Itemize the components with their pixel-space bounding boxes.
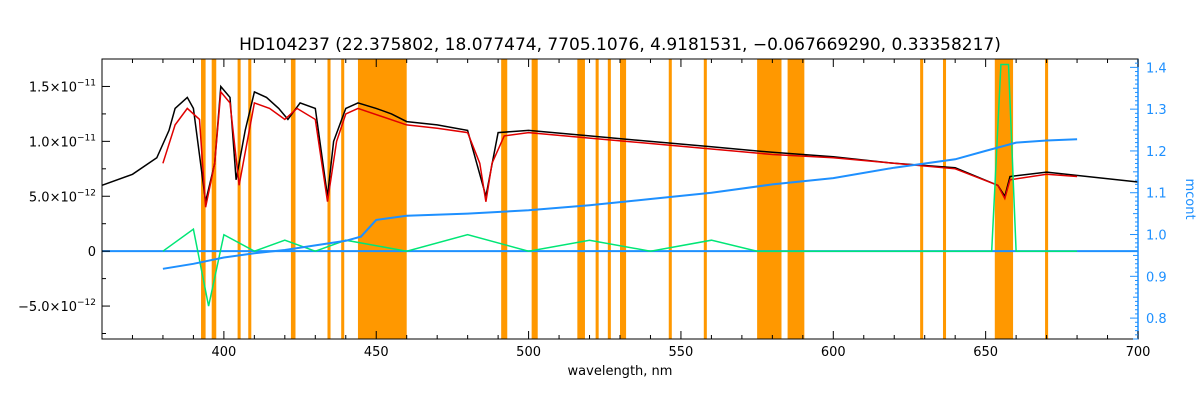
x-tick-label: 550: [669, 345, 694, 360]
masked-region: [994, 59, 1014, 339]
masked-region: [290, 59, 296, 339]
masked-region: [607, 59, 611, 339]
masked-region: [942, 59, 947, 339]
x-tick-label: 600: [821, 345, 846, 360]
masked-region: [920, 59, 924, 339]
y-left-tick-label: 5.0×10−12: [29, 188, 96, 205]
y-right-axis: 0.8 0.9 1.0 1.1 1.2 1.3 1.4: [1130, 61, 1167, 340]
masked-region: [501, 59, 508, 339]
masked-region: [201, 59, 206, 339]
masked-region: [757, 59, 782, 339]
x-tick-label: 650: [973, 345, 998, 360]
y-left-tick-label: 1.0×10−11: [29, 133, 96, 150]
masked-region: [211, 59, 217, 339]
masked-region: [327, 59, 331, 339]
x-tick-label: 450: [364, 345, 389, 360]
masked-region: [577, 59, 585, 339]
series-lines: [101, 63, 1139, 307]
y-left-tick-label: 1.5×10−11: [29, 78, 96, 95]
y-right-axis-label: mcont: [1182, 178, 1197, 219]
y-left-axis: −5.0×10−12 0 5.0×10−12 1.0×10−11 1.5×10−11: [18, 58, 110, 335]
masked-region: [787, 59, 805, 339]
series-line: [162, 90, 1078, 208]
y-right-tick-label: 1.4: [1146, 61, 1167, 76]
x-tick-label: 400: [211, 345, 236, 360]
masked-region: [1045, 59, 1049, 339]
y-right-tick-label: 0.8: [1146, 312, 1167, 327]
masked-regions: [201, 59, 1049, 339]
y-right-tick-label: 0.9: [1146, 270, 1167, 285]
y-right-tick-label: 1.2: [1146, 145, 1167, 160]
x-tick-label: 700: [1126, 345, 1151, 360]
chart-title: HD104237 (22.375802, 18.077474, 7705.107…: [239, 35, 1001, 55]
masked-region: [668, 59, 672, 339]
x-axis-label: wavelength, nm: [568, 364, 673, 379]
masked-region: [595, 59, 599, 339]
y-right-tick-label: 1.1: [1146, 187, 1167, 202]
series-line: [162, 138, 1078, 270]
y-left-tick-label: 0: [88, 245, 96, 260]
y-left-tick-label: −5.0×10−12: [18, 298, 96, 315]
y-right-tick-label: 1.3: [1146, 103, 1167, 118]
masked-region: [620, 59, 627, 339]
masked-region: [248, 59, 252, 339]
y-right-tick-label: 1.0: [1146, 229, 1167, 244]
masked-region: [703, 59, 707, 339]
masked-region: [531, 59, 538, 339]
masked-region: [237, 59, 241, 339]
masked-region: [357, 59, 407, 339]
series-line: [162, 63, 1078, 307]
x-tick-label: 500: [516, 345, 541, 360]
x-axis: 400 450 500 550 600 650 700: [101, 59, 1151, 360]
masked-region: [341, 59, 345, 339]
